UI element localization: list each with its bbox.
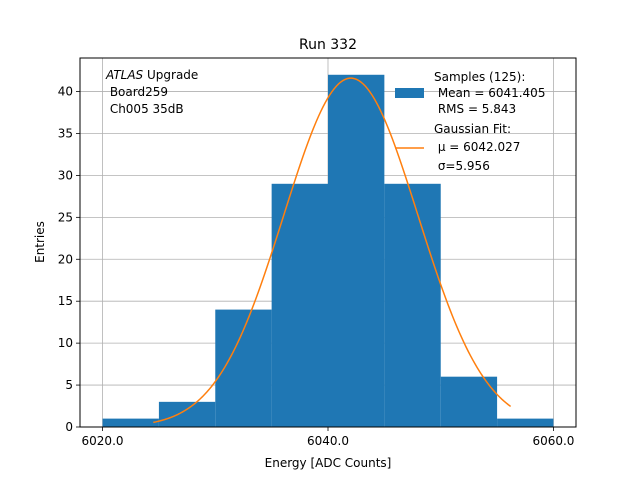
- legend-fit-line3: σ=5.956: [434, 159, 490, 173]
- y-tick-label: 15: [58, 294, 73, 308]
- y-tick-label: 30: [58, 168, 73, 182]
- y-axis-ticks: 0 5 10 15 20 25 30 35 40: [58, 85, 80, 434]
- histogram-bar: [271, 183, 328, 427]
- legend-hist-line2: Mean = 6041.405: [434, 86, 545, 100]
- y-axis-label: Entries: [33, 221, 47, 263]
- x-tick-label: 6060.0: [532, 434, 574, 448]
- histogram-bar: [440, 376, 498, 427]
- legend-fit-line2: μ = 6042.027: [434, 140, 520, 154]
- histogram-bar: [102, 418, 159, 427]
- atlas-annotation: ATLAS Upgrade Board259 Ch005 35dB: [105, 68, 198, 116]
- x-axis-ticks: 6020.0 6040.0 6060.0: [82, 427, 574, 448]
- histogram-bars: [102, 74, 554, 427]
- gaussian-fit: [153, 77, 512, 424]
- y-tick-label: 40: [58, 85, 73, 99]
- chart-title: Run 332: [299, 37, 357, 53]
- annotation-channel: Ch005 35dB: [106, 102, 184, 116]
- legend-fit-line1: Gaussian Fit:: [434, 122, 511, 136]
- histogram-bar: [384, 183, 441, 427]
- x-tick-label: 6040.0: [307, 434, 349, 448]
- y-tick-label: 20: [58, 252, 73, 266]
- legend-hist-line3: RMS = 5.843: [434, 102, 516, 116]
- legend-hist-line1: Samples (125):: [434, 70, 525, 84]
- gaussian-fit-curve: [153, 77, 512, 424]
- x-axis-label: Energy [ADC Counts]: [265, 456, 392, 470]
- y-tick-label: 25: [58, 210, 73, 224]
- histogram-bar: [158, 401, 216, 427]
- x-tick-label: 6020.0: [82, 434, 124, 448]
- histogram-bar: [497, 418, 554, 427]
- y-tick-label: 35: [58, 126, 73, 140]
- legend: Samples (125): Mean = 6041.405 RMS = 5.8…: [395, 70, 545, 173]
- annotation-upgrade: Upgrade: [143, 68, 198, 82]
- y-tick-label: 0: [65, 420, 73, 434]
- annotation-atlas: ATLAS: [105, 68, 144, 82]
- histogram-bar: [328, 74, 385, 427]
- svg-text:ATLAS Upgrade: ATLAS Upgrade: [105, 68, 198, 82]
- y-tick-label: 5: [65, 378, 73, 392]
- legend-hist-swatch: [395, 88, 424, 98]
- y-tick-label: 10: [58, 336, 73, 350]
- annotation-board: Board259: [106, 85, 168, 99]
